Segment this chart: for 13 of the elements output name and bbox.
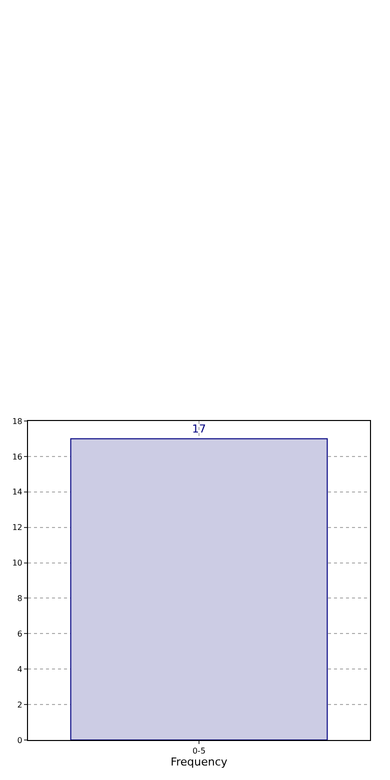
y-tick-label: 2 [17,700,22,710]
y-tick-label: 4 [17,664,22,674]
y-tick-label: 8 [17,594,22,604]
y-tick-label: 14 [12,488,22,497]
x-axis-title: Frequency [170,756,228,769]
y-tick-label: 18 [12,416,22,426]
y-tick-label: 6 [17,629,22,638]
data-label: 17 [192,422,206,436]
y-tick-label: 0 [17,736,22,745]
y-tick-label: 12 [12,523,22,532]
x-tick-label: 0-5 [192,746,206,756]
y-tick-label: 16 [12,452,22,462]
y-tick-label: 10 [12,558,22,568]
